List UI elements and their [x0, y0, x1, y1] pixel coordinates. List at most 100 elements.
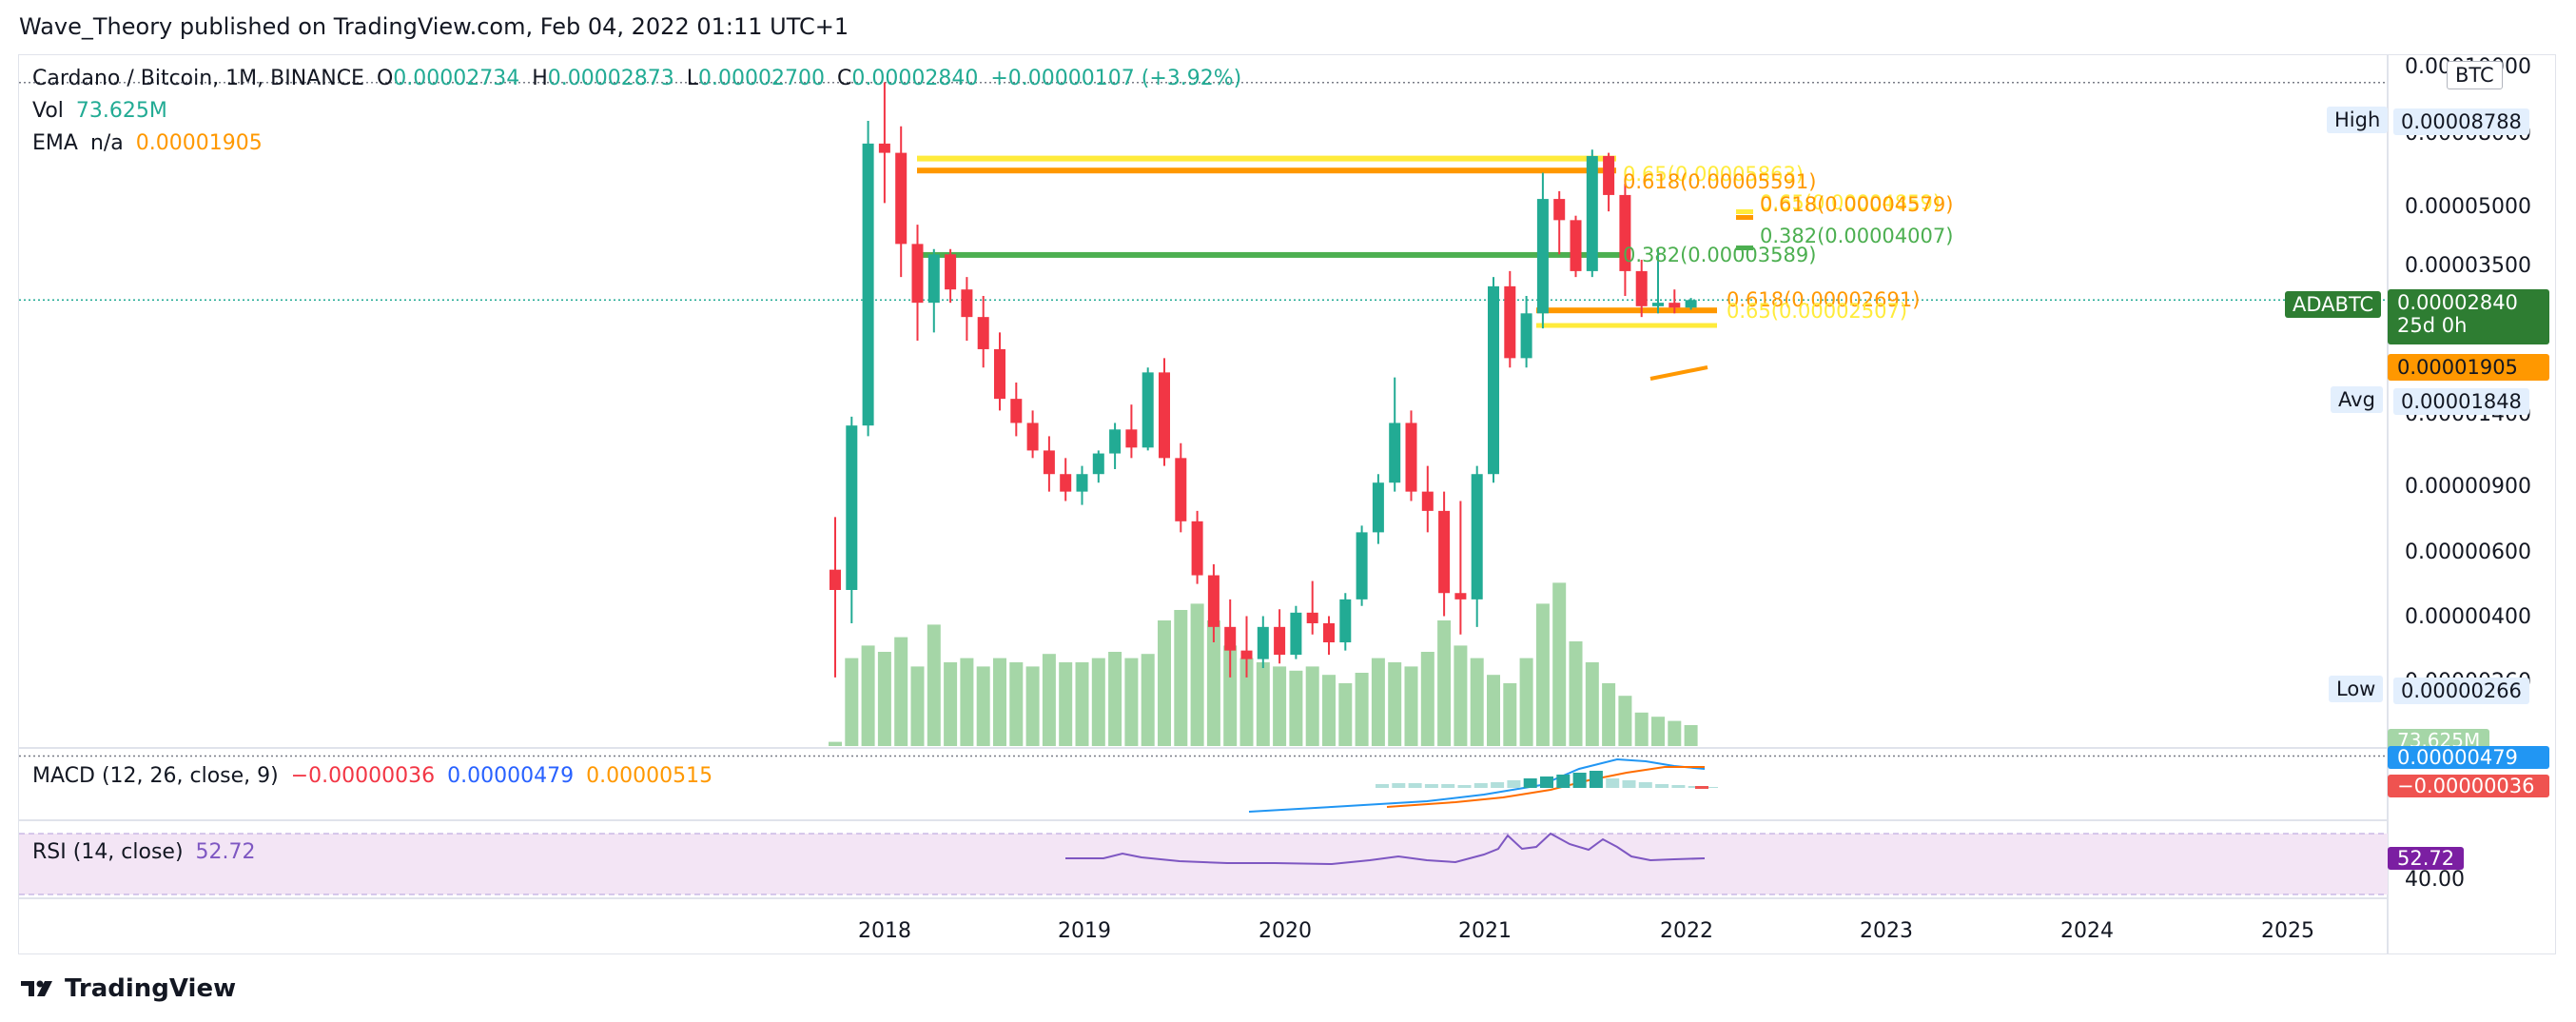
fib-right-0382 — [1736, 246, 1753, 250]
candle-body — [1471, 474, 1483, 599]
avg-tag-label: Avg — [2331, 386, 2383, 413]
fib-right-065 — [1736, 209, 1753, 214]
year-tick-label: 2024 — [2060, 919, 2114, 943]
macd-hist-bar — [1408, 783, 1422, 788]
tradingview-logo[interactable]: TradingView — [19, 974, 236, 1003]
candle-body — [1635, 270, 1648, 306]
price-tick-label: 0.00000400 — [2405, 605, 2531, 629]
low-value: 0.00002700 — [698, 67, 825, 90]
candle-body — [895, 152, 907, 245]
volume-bar — [1141, 654, 1155, 746]
publish-line: Wave_Theory published on TradingView.com… — [19, 13, 849, 40]
volume-bar — [1684, 725, 1698, 746]
volume-value: 73.625M — [75, 99, 167, 123]
candle-body — [1125, 429, 1138, 448]
year-tick-label: 2021 — [1458, 919, 1512, 943]
candle-body — [961, 289, 973, 318]
volume-bar — [1618, 696, 1632, 746]
candle-body — [1619, 194, 1631, 271]
volume-bar — [993, 658, 1006, 746]
volume-bar — [1305, 666, 1319, 746]
candle-body — [1306, 612, 1318, 623]
candle-body — [1026, 423, 1039, 451]
currency-badge[interactable]: BTC — [2447, 61, 2503, 89]
trend-segment — [1649, 365, 1708, 381]
volume-bar — [1470, 658, 1484, 746]
macd-hist-bar — [1622, 780, 1636, 788]
candle-body — [1339, 599, 1352, 643]
change-value: +0.00000107 (+3.92%) — [990, 67, 1242, 90]
volume-legend: Vol 73.625M — [32, 99, 173, 123]
candle-body — [1520, 313, 1532, 359]
macd-hist-bar — [1589, 771, 1603, 788]
macd-hist-bar — [1392, 783, 1406, 788]
macd-line-value: 0.00000479 — [447, 764, 575, 788]
candle-body — [1405, 423, 1417, 492]
macd-hist-value: −0.00000036 — [290, 764, 436, 788]
macd-hist-bar — [1491, 782, 1505, 788]
low-tag-label: Low — [2329, 676, 2384, 702]
price-tick-label: 0.00000600 — [2405, 540, 2531, 564]
macd-label[interactable]: MACD (12, 26, close, 9) — [32, 764, 279, 788]
last-price-value: 0.00002840 — [2397, 291, 2518, 314]
candle-body — [1240, 650, 1253, 659]
symbol-title[interactable]: Cardano / Bitcoin, 1M, BINANCE — [32, 67, 364, 90]
macd-hist-bar — [1606, 778, 1620, 788]
candle-body — [911, 244, 924, 304]
tradingview-logo-icon — [21, 980, 52, 996]
candle-body — [846, 425, 858, 590]
candle-body — [1438, 510, 1451, 594]
low-tag-value: 0.00000266 — [2393, 678, 2529, 704]
ema-legend: EMA n/a 0.00001905 — [32, 131, 268, 155]
fib-label-0618: 0.618(0.00005591) — [1623, 170, 1816, 193]
candle-body — [1586, 155, 1598, 271]
candle-body — [1159, 372, 1170, 459]
fib-line-low-065 — [1536, 323, 1717, 328]
volume-bar — [1487, 675, 1500, 746]
ema-price-tag: 0.00001905 — [2388, 354, 2549, 381]
volume-bar — [960, 658, 974, 746]
fib-label-right-0618: 0.618(0.00004579) — [1760, 193, 1953, 216]
volume-label[interactable]: Vol — [32, 99, 64, 123]
candle-body — [1274, 626, 1286, 656]
ema-label[interactable]: EMA — [32, 131, 78, 155]
macd-hist-bar — [1655, 784, 1669, 788]
candle-body — [1421, 491, 1434, 511]
candle-body — [977, 317, 989, 349]
volume-bar — [861, 645, 875, 746]
macd-hist-bar — [1705, 787, 1718, 788]
candle-body — [862, 143, 874, 426]
volume-bar — [1503, 683, 1517, 746]
macd-hist-bar — [1638, 782, 1652, 788]
volume-bar — [1388, 662, 1402, 746]
macd-hist-bar — [1556, 775, 1571, 788]
fib-label-low-0618: 0.618(0.00002691) — [1727, 288, 1920, 311]
rsi-label[interactable]: RSI (14, close) — [32, 840, 184, 864]
macd-hist-bar — [1695, 786, 1708, 789]
tradingview-brand: TradingView — [65, 974, 237, 1003]
macd-hist-bar — [1507, 780, 1521, 788]
fib-label-right-0382: 0.382(0.00004007) — [1760, 225, 1953, 247]
volume-bar — [1059, 662, 1073, 746]
macd-hist-bar — [1540, 776, 1553, 788]
fib-label-right-065: 0.65(0.00004859) — [1760, 191, 1941, 214]
volume-bar — [1454, 645, 1468, 746]
year-tick-label: 2025 — [2261, 919, 2314, 943]
candle-body — [994, 348, 1005, 400]
candle-body — [1191, 521, 1203, 576]
year-tick-label: 2018 — [858, 919, 911, 943]
rsi-legend: RSI (14, close) 52.72 — [32, 840, 262, 864]
candle-body — [1536, 199, 1549, 314]
macd-legend: MACD (12, 26, close, 9) −0.00000036 0.00… — [32, 764, 718, 788]
volume-bar — [1124, 658, 1139, 746]
fib-label-065: 0.65(0.00005863) — [1623, 163, 1804, 186]
candle-body — [1356, 532, 1368, 599]
volume-bar — [1025, 666, 1040, 746]
fib-right-0618 — [1736, 215, 1753, 220]
volume-bar — [1602, 683, 1616, 746]
macd-hist-bar — [1457, 785, 1472, 788]
close-value: 0.00002840 — [851, 67, 979, 90]
fib-line-low-0618 — [1536, 307, 1717, 314]
rsi-band — [19, 834, 2388, 894]
volume-bar — [1404, 666, 1418, 746]
